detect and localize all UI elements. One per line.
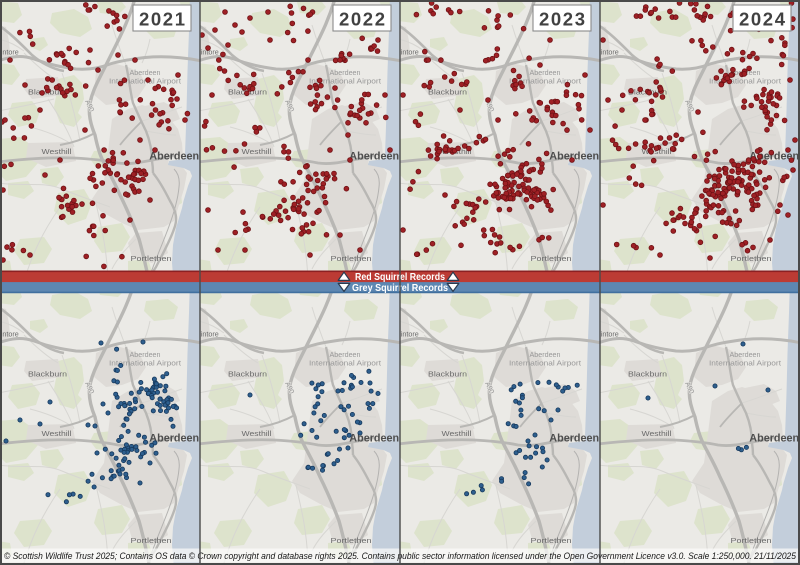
svg-text:2024: 2024 <box>739 9 786 30</box>
svg-text:2023: 2023 <box>539 9 585 30</box>
svg-text:2021: 2021 <box>139 9 185 30</box>
svg-text:2022: 2022 <box>339 9 385 30</box>
